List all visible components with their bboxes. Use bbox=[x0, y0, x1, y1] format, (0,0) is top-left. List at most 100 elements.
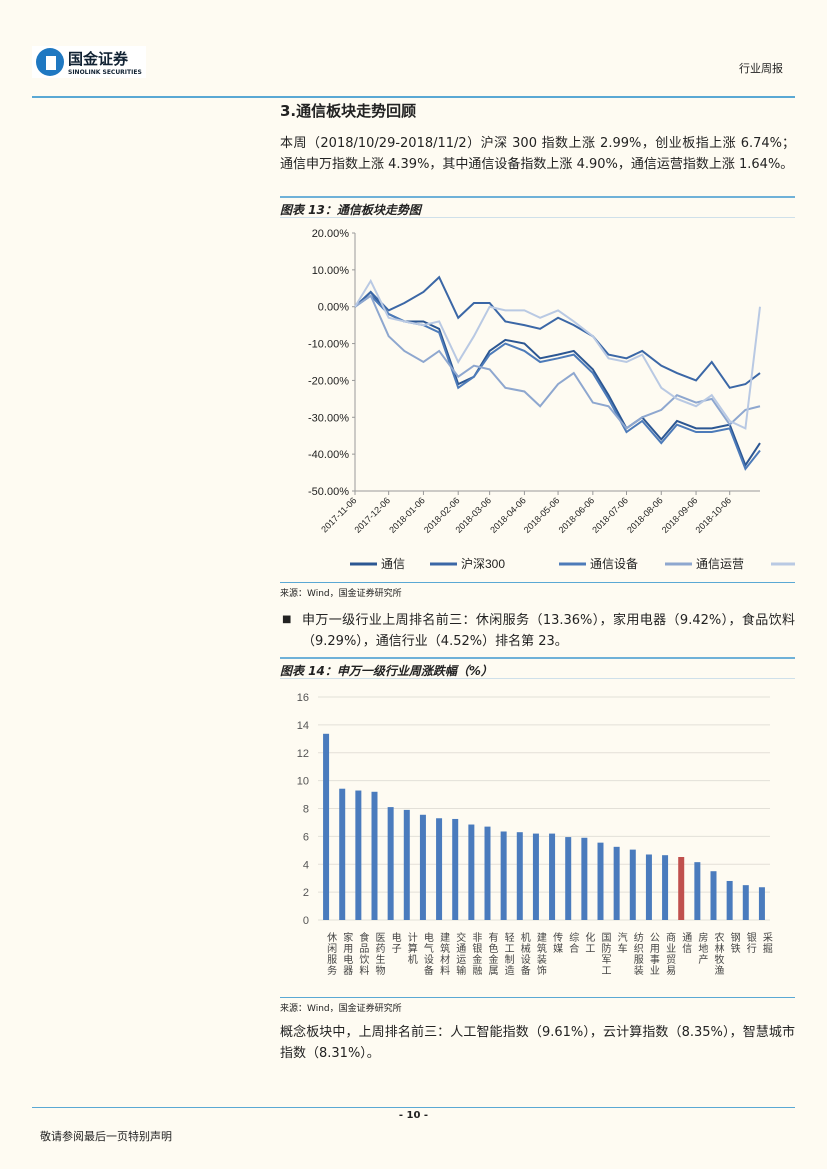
bar-化工 bbox=[581, 837, 588, 920]
logo-text-cn: 国金证券 bbox=[68, 50, 129, 68]
bar-电气设备 bbox=[419, 814, 426, 920]
figure14-divider bbox=[280, 997, 795, 998]
figure13-caption: 图表 13：通信板块走势图 bbox=[280, 196, 795, 218]
bar-医药生物 bbox=[371, 791, 378, 920]
category-label: 非银金融 bbox=[470, 932, 482, 976]
x-tick-label: 2018-08-06 bbox=[625, 495, 665, 535]
figure14-caption: 图表 14：申万一级行业周涨跌幅（%） bbox=[280, 657, 795, 679]
y-tick-label: 10.00% bbox=[312, 265, 350, 277]
bar-汽车 bbox=[613, 846, 620, 920]
y-tick-label: -30.00% bbox=[308, 412, 349, 424]
y-tick-label: 0.00% bbox=[318, 302, 349, 314]
category-label: 银行 bbox=[744, 931, 756, 954]
company-logo: 国金证券 SINOLINK SECURITIES bbox=[32, 46, 146, 78]
bar-电子 bbox=[387, 807, 394, 920]
bar-轻工制造 bbox=[500, 831, 507, 920]
bar-建筑材料 bbox=[436, 818, 443, 920]
y-tick-label: 8 bbox=[303, 804, 309, 816]
y-tick-label: 16 bbox=[297, 692, 309, 704]
bar-公用事业 bbox=[645, 854, 652, 920]
category-label: 商业贸易 bbox=[664, 931, 676, 976]
category-label: 国防军工 bbox=[599, 932, 611, 976]
bar-钢铁 bbox=[726, 880, 733, 920]
bar-计算机 bbox=[403, 809, 410, 920]
bar-银行 bbox=[742, 885, 749, 920]
bar-商业贸易 bbox=[662, 855, 669, 920]
category-label: 建筑材料 bbox=[438, 931, 450, 976]
concept-ranking-paragraph: 概念板块中，上周排名前三：人工智能指数（9.61%），云计算指数（8.35%），… bbox=[280, 1025, 795, 1061]
y-tick-label: -40.00% bbox=[308, 449, 349, 461]
category-label: 钢铁 bbox=[728, 931, 740, 954]
category-label: 有色金属 bbox=[486, 931, 498, 976]
y-tick-label: 4 bbox=[303, 859, 309, 871]
legend-label: 通信 bbox=[381, 557, 405, 571]
category-label: 休闲服务 bbox=[325, 932, 337, 976]
report-type: 行业周报 bbox=[739, 62, 783, 75]
header-divider bbox=[32, 96, 795, 98]
legend-label: 通信运营 bbox=[696, 557, 744, 571]
bar-采掘 bbox=[758, 887, 765, 920]
bar-房地产 bbox=[694, 862, 701, 920]
y-tick-label: 20.00% bbox=[312, 228, 350, 240]
bar-农林牧渔 bbox=[710, 871, 717, 920]
category-label: 农林牧渔 bbox=[712, 931, 724, 976]
category-label: 传媒 bbox=[551, 932, 563, 954]
logo-mark-icon bbox=[36, 48, 64, 76]
bar-有色金属 bbox=[484, 826, 491, 920]
category-label: 化工 bbox=[583, 931, 595, 954]
bar-综合 bbox=[565, 837, 572, 920]
footer-disclaimer: 敬请参阅最后一页特别声明 bbox=[40, 1130, 172, 1143]
bullet-icon: ■ bbox=[282, 614, 292, 625]
category-label: 计算机 bbox=[405, 931, 417, 965]
x-tick-label: 2018-05-06 bbox=[522, 495, 562, 535]
category-label: 公用事业 bbox=[647, 932, 659, 976]
footer-divider bbox=[32, 1107, 795, 1108]
bar-家用电器 bbox=[339, 788, 346, 920]
figure14-source: 来源：Wind，国金证券研究所 bbox=[280, 1004, 402, 1014]
y-tick-label: -50.00% bbox=[308, 486, 349, 498]
y-tick-label: 0 bbox=[303, 915, 309, 927]
category-label: 综合 bbox=[567, 931, 579, 954]
category-label: 医药生物 bbox=[373, 932, 385, 976]
category-label: 纺织服装 bbox=[631, 931, 643, 976]
bar-食品饮料 bbox=[355, 790, 362, 920]
series-line-1 bbox=[354, 275, 761, 389]
category-label: 建筑装饰 bbox=[534, 931, 546, 976]
series-line-3 bbox=[354, 294, 761, 430]
page-number: - 10 - bbox=[398, 1110, 429, 1121]
category-label: 交通运输 bbox=[454, 931, 466, 976]
y-tick-label: 14 bbox=[297, 720, 309, 732]
y-tick-label: 12 bbox=[297, 748, 309, 760]
category-label: 通信 bbox=[680, 932, 692, 954]
category-label: 房地产 bbox=[696, 931, 708, 965]
figure13-divider bbox=[280, 582, 795, 583]
bar-纺织服装 bbox=[629, 849, 636, 920]
y-tick-label: -20.00% bbox=[308, 375, 349, 387]
bar-交通运输 bbox=[452, 818, 459, 920]
bar-国防军工 bbox=[597, 842, 604, 920]
x-tick-label: 2018-07-06 bbox=[590, 495, 630, 535]
category-label: 机械设备 bbox=[518, 931, 530, 976]
section-title: 3.通信板块走势回顾 bbox=[280, 102, 417, 120]
bar-通信 bbox=[678, 857, 685, 920]
bar-传媒 bbox=[549, 833, 556, 920]
industry-ranking-paragraph: 申万一级行业上周排名前三：休闲服务（13.36%），家用电器（9.42%），食品… bbox=[302, 613, 795, 649]
bar-机械设备 bbox=[516, 832, 523, 920]
y-tick-label: 2 bbox=[303, 887, 309, 899]
x-tick-label: 2017-12-06 bbox=[352, 495, 392, 535]
category-label: 电气设备 bbox=[421, 931, 433, 976]
series-line-0 bbox=[354, 290, 761, 468]
legend-label: 通信设备 bbox=[590, 557, 638, 571]
category-label: 汽车 bbox=[615, 931, 627, 954]
y-tick-label: 6 bbox=[303, 831, 309, 843]
logo-text-en: SINOLINK SECURITIES bbox=[68, 69, 142, 76]
bar-非银金融 bbox=[468, 824, 475, 920]
category-label: 家用电器 bbox=[341, 931, 353, 976]
figure13-source: 来源：Wind，国金证券研究所 bbox=[280, 589, 402, 599]
category-label: 食品饮料 bbox=[357, 931, 369, 976]
y-tick-label: 10 bbox=[297, 776, 309, 788]
y-tick-label: -10.00% bbox=[308, 339, 349, 351]
category-label: 采掘 bbox=[760, 932, 772, 954]
legend-label: 沪深300 bbox=[461, 557, 505, 571]
